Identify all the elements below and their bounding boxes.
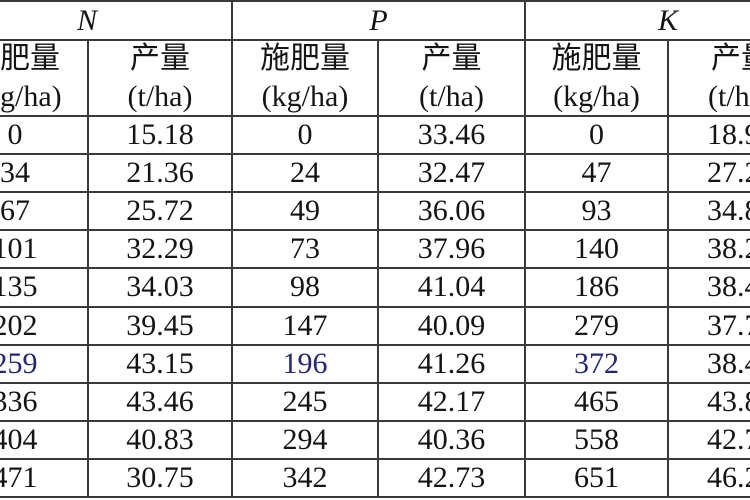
table-cell-k-yield: 43.8	[707, 384, 750, 418]
grid-line-vertical	[524, 0, 526, 497]
column-header-k-rate-unit: (kg/ha)	[553, 80, 640, 113]
table-cell-k-yield: 38.4	[707, 270, 750, 304]
group-header-k: K	[657, 4, 678, 37]
grid-line-vertical	[87, 40, 89, 497]
table-cell-p-yield: 37.96	[417, 232, 486, 266]
table-cell-k-yield: 38.2	[707, 232, 750, 266]
table-cell-p-rate: 294	[282, 422, 328, 456]
table-cell-n-yield: 15.18	[126, 118, 194, 152]
table-cell-p-yield: 40.09	[417, 308, 486, 342]
column-header-k-yield-unit: (t/h	[708, 80, 750, 113]
table-cell-p-yield: 42.73	[417, 460, 486, 494]
table-cell-k-yield: 42.7	[707, 422, 750, 456]
table-cell-p-rate: 196	[282, 346, 328, 380]
grid-line-horizontal	[0, 191, 750, 193]
grid-line-horizontal	[0, 267, 750, 269]
table-cell-n-rate: 404	[0, 422, 38, 456]
column-header-n-yield-unit: (t/ha)	[127, 80, 193, 113]
table-cell-n-rate: 471	[0, 460, 38, 494]
column-header-n-rate-name: 肥量	[0, 42, 60, 75]
table-cell-n-yield: 30.75	[126, 460, 194, 494]
table-cell-p-yield: 32.47	[417, 156, 486, 190]
table-cell-p-rate: 24	[290, 156, 320, 190]
group-header-p: P	[369, 4, 388, 37]
grid-line-horizontal	[0, 115, 750, 117]
table-cell-p-rate: 0	[297, 118, 313, 152]
table-cell-n-yield: 25.72	[126, 194, 194, 228]
table-cell-n-yield: 43.46	[126, 384, 194, 418]
table-cell-k-rate: 279	[574, 308, 619, 342]
column-header-k-rate-name: 施肥量	[551, 42, 642, 75]
grid-line-vertical	[667, 40, 669, 497]
table-cell-k-rate: 140	[574, 232, 619, 266]
table-cell-n-rate: 101	[0, 232, 38, 266]
column-header-k-yield-name: 产量	[711, 42, 750, 75]
table-cell-k-rate: 558	[574, 422, 619, 456]
table-cell-p-yield: 42.17	[417, 384, 486, 418]
grid-line-horizontal	[0, 306, 750, 308]
table-cell-n-yield: 39.45	[126, 308, 194, 342]
table-cell-p-rate: 147	[282, 308, 328, 342]
table-cell-k-yield: 18.9	[707, 118, 750, 152]
table-cell-k-yield: 27.2	[707, 156, 750, 190]
table-cell-n-yield: 43.15	[126, 346, 194, 380]
table-cell-k-rate: 465	[574, 384, 619, 418]
column-header-p-yield-name: 产量	[421, 42, 482, 75]
table-cell-n-rate: 259	[0, 346, 38, 380]
table-cell-k-yield: 38.4	[707, 346, 750, 380]
table-cell-p-yield: 40.36	[417, 422, 486, 456]
table-cell-k-rate: 372	[574, 346, 619, 380]
column-header-n-rate-unit: g/ha)	[0, 80, 62, 113]
table-cell-n-rate: 336	[0, 384, 38, 418]
table-cell-p-yield: 41.04	[417, 270, 486, 304]
group-header-n: N	[76, 4, 97, 37]
grid-line-horizontal	[0, 458, 750, 460]
grid-line-vertical	[377, 40, 379, 497]
table-cell-p-rate: 49	[290, 194, 320, 228]
grid-line-horizontal	[0, 496, 750, 498]
table-cell-k-rate: 0	[589, 118, 604, 152]
table-cell-n-rate: 67	[0, 194, 30, 228]
table-cell-n-yield: 32.29	[126, 232, 194, 266]
table-cell-p-rate: 73	[290, 232, 320, 266]
table-cell-n-rate: 135	[0, 270, 38, 304]
table-cell-k-rate: 47	[581, 156, 612, 190]
table-cell-p-rate: 245	[282, 384, 328, 418]
column-header-p-yield-unit: (t/ha)	[419, 80, 484, 113]
table-cell-p-rate: 98	[290, 270, 320, 304]
table-cell-p-yield: 41.26	[417, 346, 486, 380]
table-cell-n-yield: 40.83	[126, 422, 194, 456]
grid-line-horizontal	[0, 420, 750, 422]
table-cell-k-yield: 37.7	[707, 308, 750, 342]
column-header-p-rate-unit: (kg/ha)	[261, 80, 349, 113]
table-cell-n-yield: 21.36	[126, 156, 194, 190]
table-cell-p-yield: 36.06	[417, 194, 486, 228]
grid-line-horizontal	[0, 382, 750, 384]
grid-line-horizontal	[0, 0, 750, 2]
table-cell-k-rate: 93	[581, 194, 612, 228]
table-cell-p-yield: 33.46	[417, 118, 486, 152]
table-cell-k-yield: 46.2	[707, 460, 750, 494]
grid-line-horizontal	[0, 229, 750, 231]
table-cell-k-rate: 651	[574, 460, 619, 494]
table-cell-k-yield: 34.8	[707, 194, 750, 228]
table-cell-n-rate: 34	[0, 156, 30, 190]
grid-line-horizontal	[0, 153, 750, 155]
table-cell-n-yield: 34.03	[126, 270, 194, 304]
table-cell-n-rate: 202	[0, 308, 38, 342]
table-cell-k-rate: 186	[574, 270, 619, 304]
grid-line-horizontal	[0, 39, 750, 41]
grid-line-horizontal	[0, 344, 750, 346]
grid-line-vertical	[231, 0, 233, 497]
table-cell-p-rate: 342	[282, 460, 328, 494]
column-header-n-yield-name: 产量	[130, 42, 190, 75]
table-cell-n-rate: 0	[7, 118, 23, 152]
column-header-p-rate-name: 施肥量	[260, 42, 350, 75]
